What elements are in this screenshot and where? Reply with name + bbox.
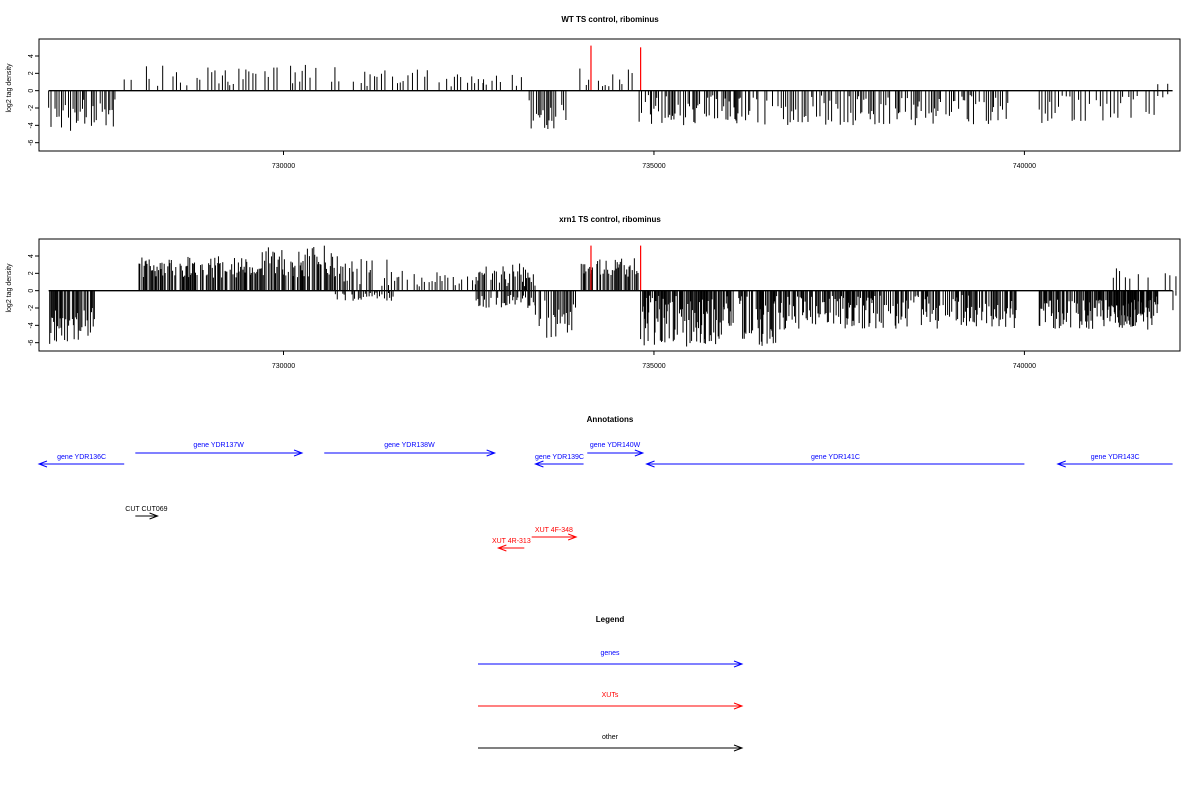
- panel-xrn1-ylabel: log2 tag density: [6, 263, 13, 313]
- x-tick-label: 730000: [272, 163, 295, 170]
- panel-wt: WT TS control, ribominus log2 tag densit…: [6, 15, 1181, 170]
- y-tick-label: -6: [28, 139, 35, 145]
- annotation-arrow-head: [533, 460, 544, 468]
- annotation-arrow-head: [645, 460, 655, 468]
- annotation-label: gene YDR143C: [1091, 454, 1140, 461]
- x-tick-label: 735000: [642, 363, 665, 370]
- legend-arrow-head: [733, 702, 744, 710]
- annotation-label: XUT 4F-348: [535, 527, 573, 534]
- panel-xrn1: xrn1 TS control, ribominus log2 tag dens…: [6, 215, 1181, 370]
- legend-arrow-head: [733, 660, 744, 668]
- annotation-arrow-head: [567, 533, 578, 541]
- annotation-arrow-head: [1056, 460, 1066, 468]
- panel-wt-title: WT TS control, ribominus: [561, 15, 659, 24]
- x-tick-label: 740000: [1013, 163, 1036, 170]
- annotation-label: gene YDR138W: [384, 442, 435, 449]
- annotations-title: Annotations: [587, 415, 634, 424]
- legend-panel: Legend genes XUTs other: [478, 615, 744, 752]
- annotation-label: gene YDR141C: [811, 454, 860, 461]
- panel-wt-ylabel: log2 tag density: [6, 63, 13, 113]
- annotation-label: CUT CUT069: [125, 506, 167, 513]
- annotation-arrow-head: [496, 544, 507, 552]
- annotation-label: gene YDR140W: [590, 442, 641, 449]
- y-tick-label: 0: [28, 89, 35, 93]
- y-tick-label: -6: [28, 339, 35, 345]
- panel-wt-frame: [38, 38, 1181, 152]
- legend-title: Legend: [596, 615, 625, 624]
- annotation-label: gene YDR136C: [57, 454, 106, 461]
- y-tick-label: -2: [28, 305, 35, 311]
- y-tick-label: 2: [28, 71, 35, 75]
- panel-wt-xaxis: 730000 735000 740000: [272, 151, 1036, 170]
- annotation-arrow-head: [634, 449, 645, 457]
- annotation-label: XUT 4R-313: [492, 538, 531, 545]
- panel-xrn1-xaxis: 730000 735000 740000: [272, 351, 1036, 370]
- legend-label: genes: [600, 650, 620, 657]
- y-tick-label: -4: [28, 122, 35, 128]
- legend-items: genes XUTs other: [478, 650, 744, 752]
- panel-wt-yaxis: 4 2 0 -2 -4 -6: [28, 54, 39, 146]
- legend-arrow-head: [733, 744, 744, 752]
- legend-label: other: [602, 734, 619, 741]
- y-tick-label: 0: [28, 289, 35, 293]
- x-tick-label: 730000: [272, 363, 295, 370]
- annotation-arrow-head: [293, 449, 304, 457]
- annotation-features: gene YDR136C gene YDR137W gene YDR138W gene…: [37, 442, 1173, 552]
- panel-xrn1-frame: [38, 238, 1181, 352]
- y-tick-label: 2: [28, 271, 35, 275]
- annotation-arrow-head: [149, 512, 159, 520]
- panel-xrn1-title: xrn1 TS control, ribominus: [559, 215, 661, 224]
- y-tick-label: 4: [28, 254, 35, 258]
- panel-xrn1-yaxis: 4 2 0 -2 -4 -6: [28, 254, 39, 346]
- legend-label: XUTs: [602, 692, 619, 699]
- y-tick-label: -2: [28, 105, 35, 111]
- annotation-label: gene YDR137W: [193, 442, 244, 449]
- panel-wt-bars: [48, 45, 1173, 131]
- y-tick-label: -4: [28, 322, 35, 328]
- annotation-arrow-head: [37, 460, 48, 468]
- panel-xrn1-bars: [48, 245, 1177, 347]
- annotation-arrow-head: [486, 449, 497, 457]
- x-tick-label: 735000: [642, 163, 665, 170]
- x-tick-label: 740000: [1013, 363, 1036, 370]
- annotation-label: gene YDR139C: [535, 454, 584, 461]
- y-tick-label: 4: [28, 54, 35, 58]
